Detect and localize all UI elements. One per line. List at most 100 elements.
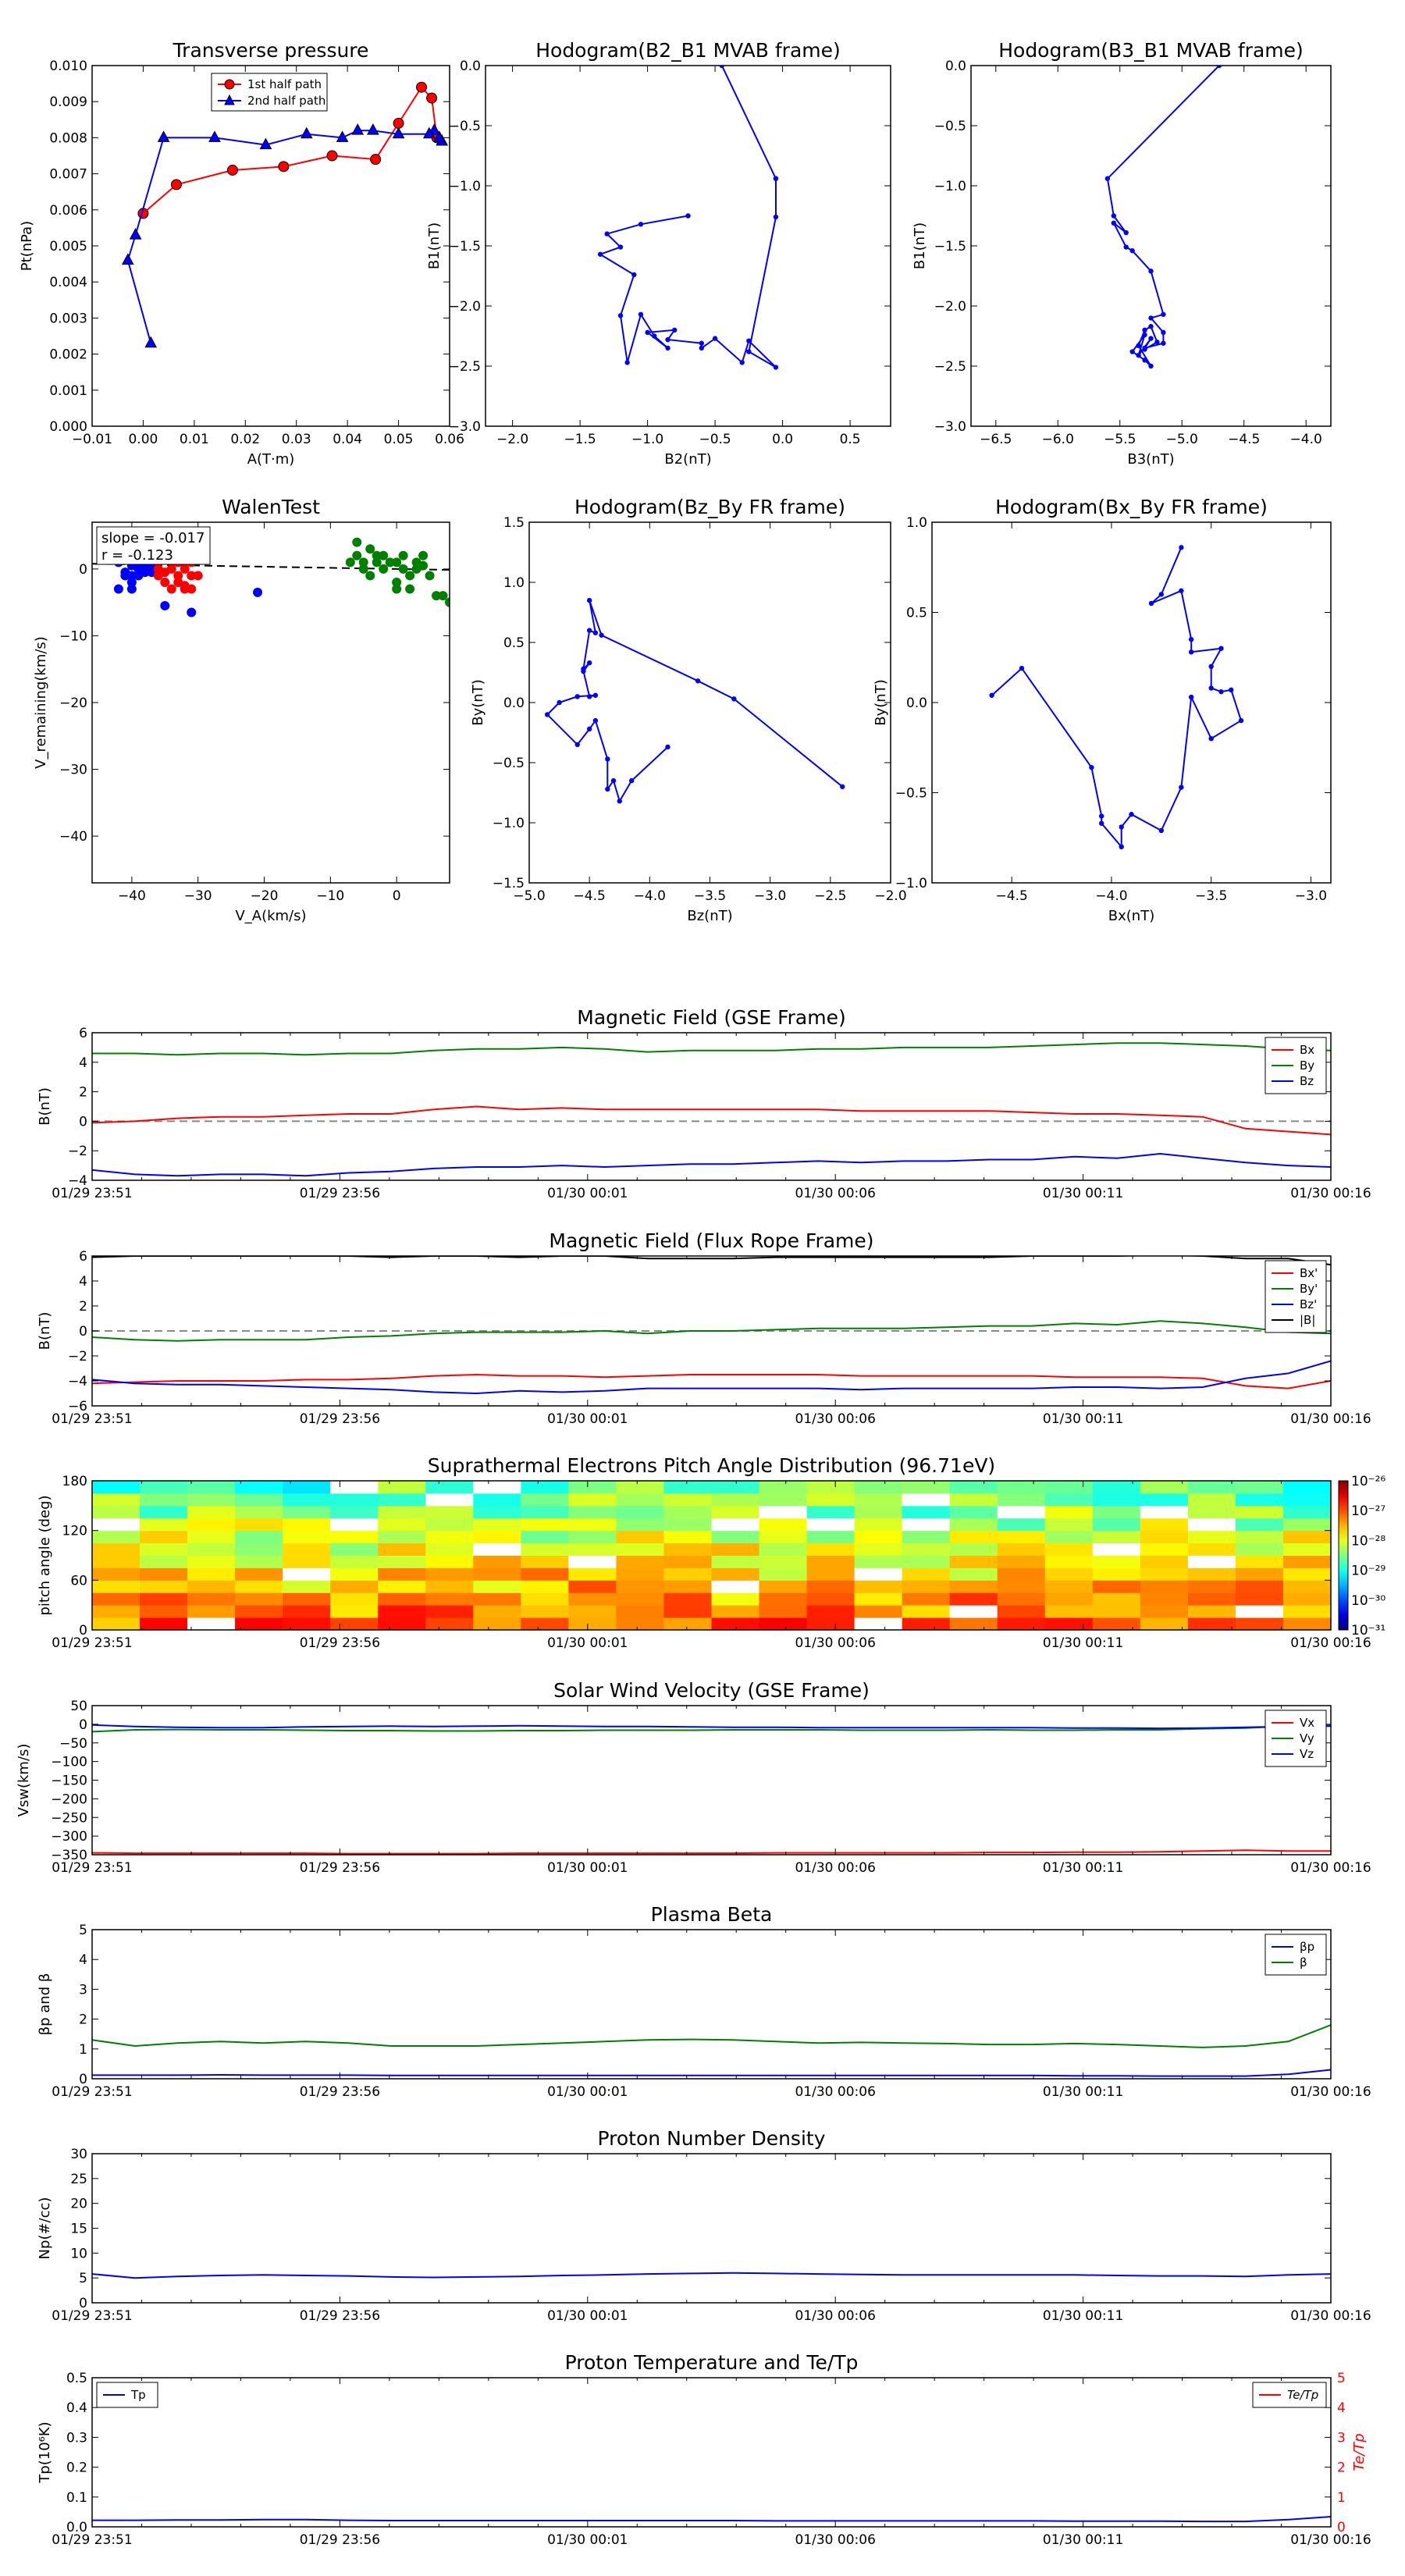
heatmap-cell xyxy=(425,1542,474,1556)
heatmap-cell xyxy=(1140,1580,1189,1593)
x-tick-label: 0.05 xyxy=(384,432,414,447)
x-tick-label: −1.5 xyxy=(564,432,596,447)
data-point xyxy=(1158,827,1165,834)
data-point xyxy=(1148,323,1154,329)
data-point xyxy=(166,584,176,594)
data-point xyxy=(1148,336,1154,341)
data-point xyxy=(557,699,562,706)
series-line xyxy=(92,1320,1331,1342)
heatmap-cell xyxy=(140,1530,188,1544)
heatmap-cell xyxy=(283,1542,331,1556)
heatmap-cell xyxy=(140,1493,188,1507)
series-line xyxy=(92,2024,1331,2048)
series-line xyxy=(92,1256,1331,1266)
heatmap-cell xyxy=(663,1542,712,1556)
data-point xyxy=(120,571,130,581)
heatmap-cell xyxy=(1140,1530,1189,1544)
heatmap-cell xyxy=(1235,1567,1284,1581)
heatmap-cell xyxy=(378,1517,426,1532)
series-line xyxy=(92,1152,1331,1177)
x-tick-label: 01/29 23:56 xyxy=(300,1186,380,1201)
heatmap-cell xyxy=(568,1481,617,1494)
heatmap-cell xyxy=(473,1542,521,1556)
y-tick-label: 6 xyxy=(79,1249,87,1265)
heatmap-cell xyxy=(1282,1530,1332,1544)
series-line xyxy=(92,1724,1331,1733)
heatmap-cell xyxy=(616,1542,664,1556)
heatmap-cell xyxy=(473,1493,521,1507)
chart-title: Hodogram(B2_B1 MVAB frame) xyxy=(535,39,841,62)
heatmap-cell xyxy=(1282,1605,1332,1618)
data-point xyxy=(581,668,586,674)
heatmap-cell xyxy=(425,1617,474,1631)
series-line xyxy=(92,1105,1331,1136)
data-point xyxy=(652,333,657,339)
heatmap-cell xyxy=(1044,1505,1094,1519)
heatmap-cell xyxy=(92,1505,140,1519)
colorbar-tick-label: 10⁻²⁷ xyxy=(1351,1503,1385,1519)
heatmap-cell xyxy=(949,1517,998,1532)
x-tick-label: −30 xyxy=(184,888,212,904)
y-tick-label: −2.5 xyxy=(449,359,481,375)
data-point xyxy=(418,550,429,560)
data-layer xyxy=(1104,66,1222,369)
heatmap-cell xyxy=(663,1592,712,1606)
y-tick-label: 1.0 xyxy=(906,515,927,531)
x-tick-label: 01/29 23:56 xyxy=(300,1411,380,1427)
data-point xyxy=(365,544,375,554)
heatmap-cell xyxy=(187,1555,236,1568)
data-point xyxy=(157,130,170,142)
x-tick-label: 01/29 23:51 xyxy=(52,1186,132,1201)
heatmap-cell xyxy=(616,1505,664,1519)
heatmap-cell xyxy=(949,1592,998,1606)
y-tick-label: 0.001 xyxy=(49,383,87,399)
x-tick-label: −5.0 xyxy=(1166,432,1198,447)
series-line xyxy=(92,1849,1331,1855)
heatmap-cell xyxy=(1187,1605,1236,1618)
x-tick-label: 01/30 00:06 xyxy=(795,1186,876,1201)
data-point xyxy=(144,336,158,348)
x-tick-label: −40 xyxy=(118,888,146,904)
data-point xyxy=(129,228,142,240)
data-point xyxy=(405,571,415,581)
data-layer xyxy=(92,1724,1331,1855)
data-point xyxy=(1148,363,1154,369)
heatmap-cell xyxy=(235,1530,283,1544)
x-tick-label: 01/30 00:06 xyxy=(795,1411,876,1427)
colorbar-tick-label: 10⁻²⁹ xyxy=(1351,1564,1385,1579)
y-tick-label: 2 xyxy=(79,1085,87,1101)
x-tick-label: 01/30 00:11 xyxy=(1043,2084,1123,2100)
heatmap-cell xyxy=(92,1617,140,1631)
data-point xyxy=(1104,176,1111,181)
x-tick-label: 01/30 00:16 xyxy=(1290,1860,1371,1876)
data-point xyxy=(544,712,550,717)
heatmap-cell xyxy=(1044,1517,1094,1532)
vsw-panel: Solar Wind Velocity (GSE Frame) −350 −300 −… xyxy=(16,1679,1371,1876)
heatmap-cell xyxy=(902,1481,951,1494)
heatmap-cell xyxy=(759,1530,808,1544)
heatmap-cell xyxy=(140,1481,188,1494)
heatmap-cell xyxy=(92,1493,140,1507)
data-point xyxy=(180,584,190,594)
heatmap-cell xyxy=(283,1617,331,1631)
heatmap-cell xyxy=(330,1530,379,1544)
chart-title: Magnetic Field (GSE Frame) xyxy=(577,1006,845,1029)
heatmap-cell xyxy=(711,1505,760,1519)
heatmap-cell xyxy=(1187,1555,1236,1568)
data-point xyxy=(746,349,752,354)
heatmap-cell xyxy=(1140,1493,1189,1507)
data-layer xyxy=(597,66,779,370)
heatmap-cell xyxy=(997,1567,1046,1581)
heatmap-cell xyxy=(187,1542,236,1556)
data-point xyxy=(153,564,163,574)
heatmap-cell xyxy=(425,1530,474,1544)
data-point xyxy=(187,607,197,617)
heatmap-cell xyxy=(1187,1530,1236,1544)
y-tick-label: 0.003 xyxy=(49,311,87,326)
heatmap-cell xyxy=(854,1617,903,1631)
legend-label: Te/Tp xyxy=(1287,2388,1318,2402)
y-tick-label: −40 xyxy=(59,829,87,845)
heatmap-cell xyxy=(759,1542,808,1556)
heatmap-cell xyxy=(330,1617,379,1631)
heatmap-cell xyxy=(521,1517,569,1532)
